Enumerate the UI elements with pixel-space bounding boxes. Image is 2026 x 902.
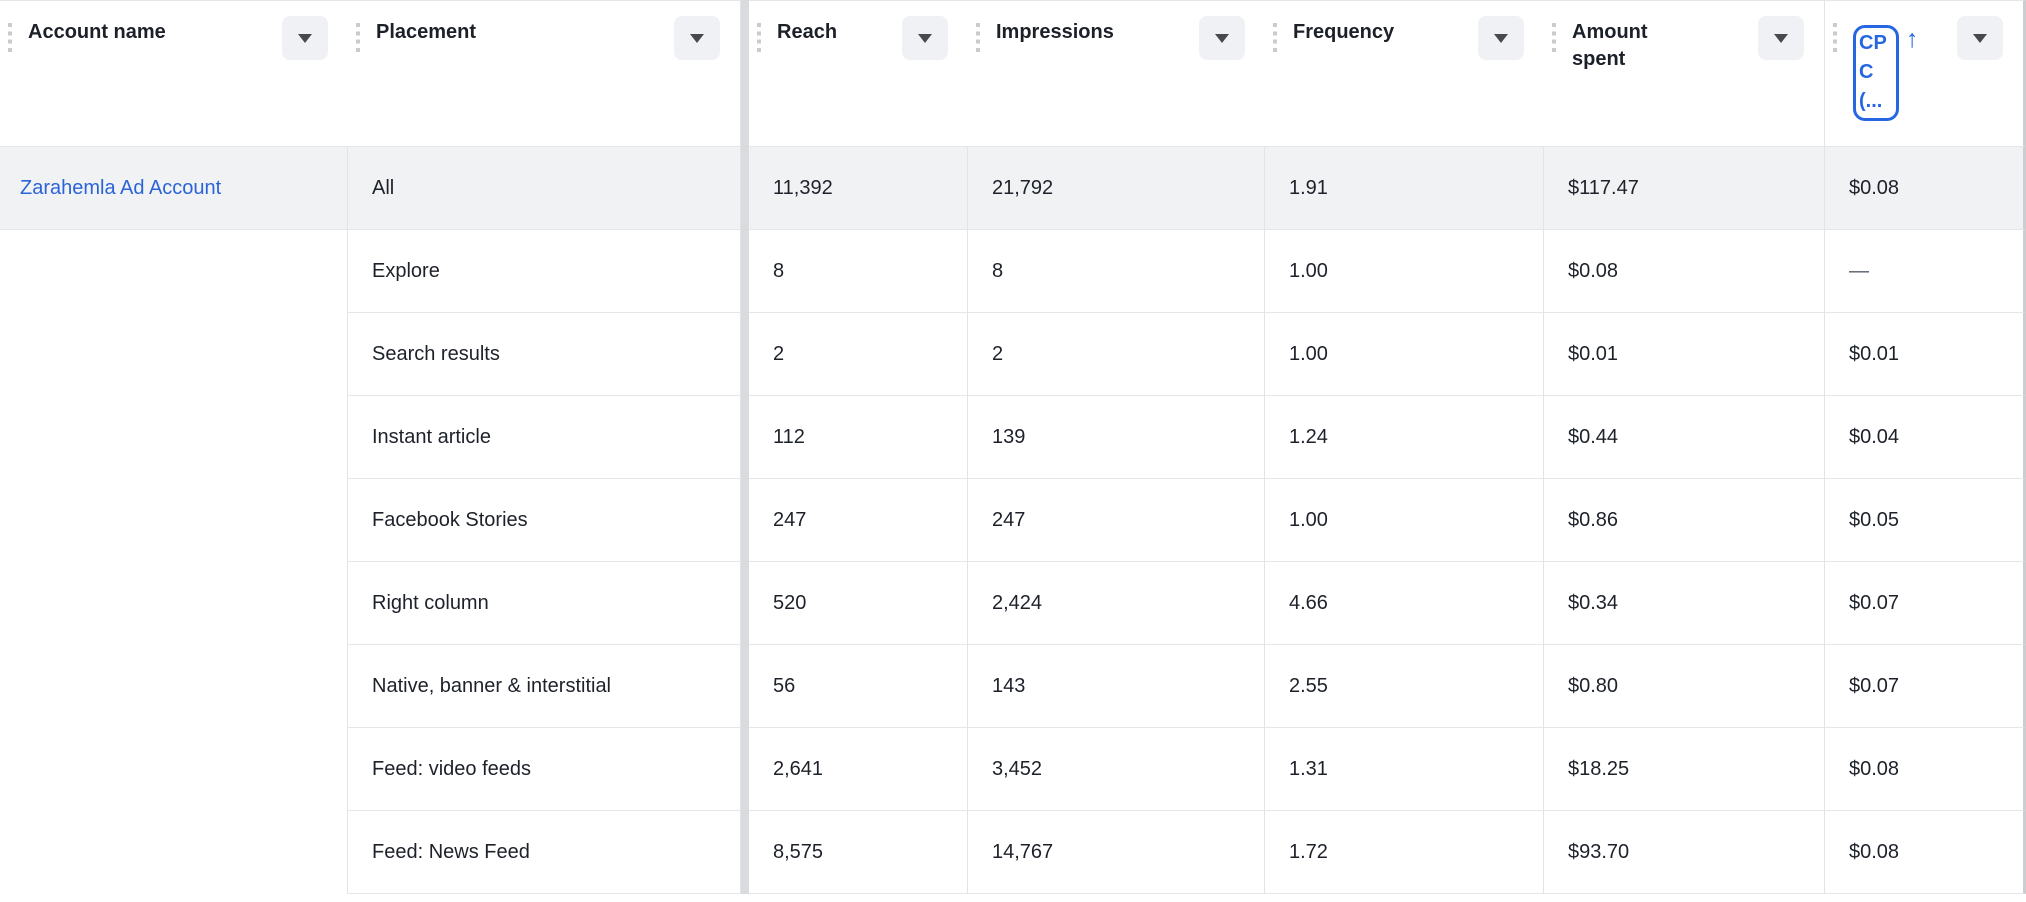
column-header-label: CPC (... (1859, 32, 1887, 112)
column-header-amount-spent[interactable]: Amount spent (1544, 0, 1825, 147)
cpc-header-focus-box[interactable]: CPC (... (1853, 25, 1899, 121)
impressions-cell: 2 (968, 313, 1265, 396)
column-header-label: Reach (777, 21, 838, 43)
column-menu-button[interactable] (1758, 16, 1804, 60)
column-header-cpc[interactable]: CPC (... ↑ (1825, 0, 2026, 147)
frequency-cell: 1.00 (1265, 479, 1544, 562)
drag-handle-icon[interactable] (8, 23, 12, 52)
reach-cell: 8 (749, 230, 968, 313)
cpc-cell: $0.08 (1825, 147, 2026, 230)
caret-down-icon (1215, 33, 1229, 43)
amount-spent-cell: $0.80 (1544, 645, 1825, 728)
drag-handle-icon[interactable] (356, 23, 360, 52)
column-header-account-name[interactable]: Account name (0, 0, 348, 147)
caret-down-icon (690, 33, 704, 43)
cpc-cell: $0.01 (1825, 313, 2026, 396)
impressions-cell: 14,767 (968, 811, 1265, 894)
impressions-cell: 139 (968, 396, 1265, 479)
frequency-cell: 1.31 (1265, 728, 1544, 811)
reach-cell: 8,575 (749, 811, 968, 894)
column-header-label: Amount spent (1572, 21, 1648, 70)
placement-cell: Instant article (348, 396, 741, 479)
column-header-impressions[interactable]: Impressions (968, 0, 1265, 147)
column-header-reach[interactable]: Reach (749, 0, 968, 147)
drag-handle-icon[interactable] (1833, 23, 1837, 52)
column-header-label: Impressions (996, 21, 1114, 43)
impressions-cell: 143 (968, 645, 1265, 728)
placement-cell: Native, banner & interstitial (348, 645, 741, 728)
account-cell-empty (0, 230, 348, 894)
account-link[interactable]: Zarahemla Ad Account (20, 176, 222, 199)
impressions-cell: 3,452 (968, 728, 1265, 811)
column-header-label: Frequency (1293, 21, 1395, 43)
column-menu-button[interactable] (902, 16, 948, 60)
amount-spent-cell: $0.34 (1544, 562, 1825, 645)
placement-cell: Search results (348, 313, 741, 396)
amount-spent-cell: $93.70 (1544, 811, 1825, 894)
placement-cell: Facebook Stories (348, 479, 741, 562)
frequency-cell: 1.24 (1265, 396, 1544, 479)
caret-down-icon (1494, 33, 1508, 43)
reach-cell: 2,641 (749, 728, 968, 811)
column-header-placement[interactable]: Placement (348, 0, 741, 147)
cpc-cell: $0.05 (1825, 479, 2026, 562)
column-header-label: Placement (376, 21, 477, 43)
caret-down-icon (1774, 33, 1788, 43)
column-menu-button[interactable] (1199, 16, 1245, 60)
amount-spent-cell: $18.25 (1544, 728, 1825, 811)
column-menu-button[interactable] (1957, 16, 2003, 60)
drag-handle-icon[interactable] (1273, 23, 1277, 52)
placement-cell: Right column (348, 562, 741, 645)
impressions-cell: 8 (968, 230, 1265, 313)
column-menu-button[interactable] (1478, 16, 1524, 60)
amount-spent-cell: $0.44 (1544, 396, 1825, 479)
reach-cell: 247 (749, 479, 968, 562)
drag-handle-icon[interactable] (1552, 23, 1556, 52)
frozen-column-separator[interactable] (741, 0, 749, 894)
cpc-cell: $0.07 (1825, 562, 2026, 645)
amount-spent-cell: $0.86 (1544, 479, 1825, 562)
cpc-cell: — (1825, 230, 2026, 313)
account-name-cell: Zarahemla Ad Account (0, 147, 348, 230)
caret-down-icon (918, 33, 932, 43)
reach-cell: 11,392 (749, 147, 968, 230)
frequency-cell: 4.66 (1265, 562, 1544, 645)
impressions-cell: 21,792 (968, 147, 1265, 230)
cpc-cell: $0.08 (1825, 728, 2026, 811)
column-header-frequency[interactable]: Frequency (1265, 0, 1544, 147)
cpc-cell: $0.07 (1825, 645, 2026, 728)
column-menu-button[interactable] (674, 16, 720, 60)
cpc-cell: $0.04 (1825, 396, 2026, 479)
caret-down-icon (298, 33, 312, 43)
drag-handle-icon[interactable] (976, 23, 980, 52)
impressions-cell: 247 (968, 479, 1265, 562)
amount-spent-cell: $117.47 (1544, 147, 1825, 230)
frequency-cell: 1.91 (1265, 147, 1544, 230)
impressions-cell: 2,424 (968, 562, 1265, 645)
placement-cell: Explore (348, 230, 741, 313)
frequency-cell: 1.00 (1265, 230, 1544, 313)
frequency-cell: 1.72 (1265, 811, 1544, 894)
placement-cell: All (348, 147, 741, 230)
placement-cell: Feed: News Feed (348, 811, 741, 894)
reach-cell: 112 (749, 396, 968, 479)
cpc-cell: $0.08 (1825, 811, 2026, 894)
reach-cell: 520 (749, 562, 968, 645)
reach-cell: 2 (749, 313, 968, 396)
drag-handle-icon[interactable] (757, 23, 761, 52)
frequency-cell: 2.55 (1265, 645, 1544, 728)
frequency-cell: 1.00 (1265, 313, 1544, 396)
column-header-label: Account name (28, 21, 166, 43)
caret-down-icon (1973, 33, 1987, 43)
placement-cell: Feed: video feeds (348, 728, 741, 811)
amount-spent-cell: $0.08 (1544, 230, 1825, 313)
column-menu-button[interactable] (282, 16, 328, 60)
sort-ascending-icon: ↑ (1906, 25, 1919, 53)
reach-cell: 56 (749, 645, 968, 728)
amount-spent-cell: $0.01 (1544, 313, 1825, 396)
